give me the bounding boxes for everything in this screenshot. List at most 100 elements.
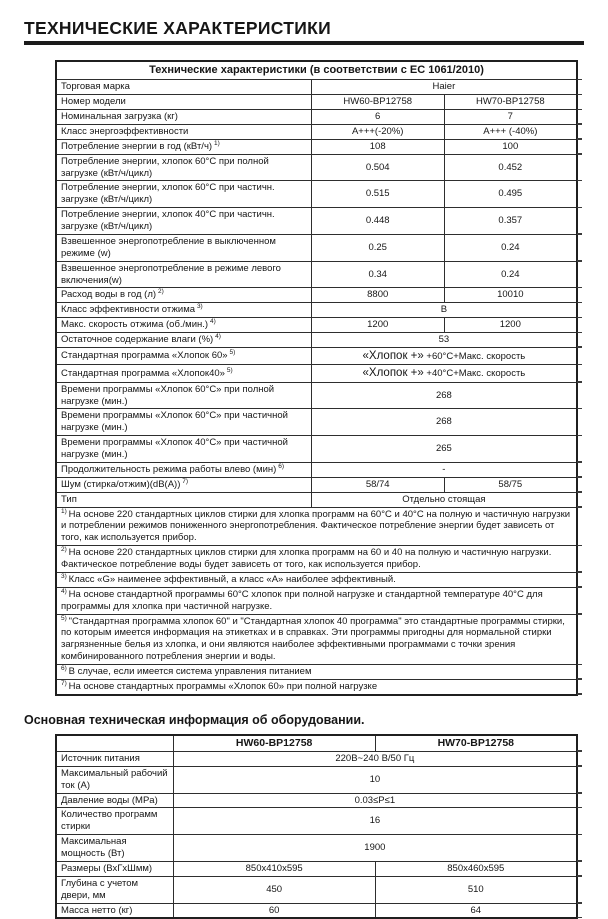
info-row: Максимальный рабочий ток (A) 10 — [55, 765, 583, 794]
info-table-body: Источник питания 220В~240 В/50 Гц Максимал… — [55, 750, 583, 919]
footnote-text: 7) На основе стандартных программы «Хлоп… — [55, 678, 582, 696]
spec-value: 0.504 — [310, 153, 445, 182]
spec-row-label: Времени программы «Хлопок 40°C» при част… — [55, 435, 312, 463]
footnote-marker: 3) — [196, 303, 203, 311]
footnote-text: 4) На основе стандартной программы 60°C … — [55, 586, 582, 615]
spec-value: 58/75 — [443, 476, 583, 493]
spec-row-label: Времени программы «Хлопок 60°C» при част… — [55, 408, 312, 437]
footnote-text: 3) Класс «G» наименее эффективный, а кла… — [55, 571, 582, 589]
info-value: 510 — [374, 875, 583, 904]
info-value: 450 — [172, 875, 376, 904]
spec-value: 100 — [443, 138, 583, 155]
footnote-marker: 5) — [229, 348, 236, 356]
spec-value: «Хлопок +» +60°C+Макс. скорость — [310, 346, 583, 367]
footnote-row: 1) На основе 220 стандартных циклов стир… — [55, 506, 582, 547]
info-row: Максимальная мощность (Вт) 1900 — [55, 834, 583, 863]
info-row: Давление воды (MPa) 0.03≤P≤1 — [55, 792, 583, 809]
footnote-row: 4) На основе стандартной программы 60°C … — [55, 586, 582, 615]
info-row-label: Максимальная мощность (Вт) — [55, 834, 174, 862]
info-row-label: Масса нетто (кг) — [55, 902, 174, 919]
spec-row-label: Торговая марка — [55, 79, 312, 96]
spec-header-row: Технические характеристики (в соответств… — [55, 59, 582, 81]
spec-row-label: Стандартная программа «Хлопок40» 5) — [55, 364, 312, 383]
info-value: 16 — [172, 807, 583, 836]
footnote-text: 2) На основе 220 стандартных циклов стир… — [55, 545, 582, 574]
spec-table-body: Торговая марка Haier Номер модели HW60-BP12… — [55, 79, 583, 696]
spec-row: Потребление энергии, хлопок 40°C при час… — [55, 207, 583, 236]
info-table-wrap: HW60-BP12758 HW70-BP12758 Источник питан… — [24, 733, 584, 919]
spec-row: Торговая марка Haier — [55, 79, 583, 96]
spec-row: Остаточное содержание влаги (%) 4) 53 — [55, 332, 583, 349]
footnote-marker: 1) — [213, 139, 220, 147]
spec-row-label: Потребление энергии, хлопок 60°C при пол… — [55, 153, 312, 182]
spec-value: 8800 — [310, 287, 445, 304]
spec-value: 0.25 — [310, 233, 445, 262]
info-value: 1900 — [172, 834, 583, 863]
spec-row-label: Расход воды в год (л) 2) — [55, 287, 312, 304]
footnote-row: 5) "Стандартная программа хлопок 60" и "… — [55, 613, 582, 665]
spec-row: Класс эффективности отжима 3) В — [55, 302, 583, 319]
spec-row-label: Потребление энергии, хлопок 40°C при час… — [55, 207, 312, 235]
spec-row-label: Продолжительность режима работы влево (м… — [55, 461, 312, 478]
info-corner-cell — [55, 734, 174, 752]
footnote-marker: 6) — [61, 664, 67, 672]
spec-row: Взвешенное энергопотребление в выключенн… — [55, 233, 583, 262]
footnote-marker: 2) — [61, 545, 67, 553]
spec-value: 268 — [310, 408, 583, 437]
footnote-marker: 4) — [61, 587, 67, 595]
footnote-marker: 4) — [209, 317, 216, 325]
spec-value: 0.515 — [310, 180, 445, 209]
spec-value: 0.34 — [310, 260, 445, 289]
spec-value: 1200 — [310, 317, 445, 333]
spec-value: 0.24 — [443, 233, 583, 262]
info-row-label: Глубина с учетом двери, мм — [55, 875, 174, 904]
program-name: «Хлопок +» — [362, 349, 424, 362]
spec-row-label: Номер модели — [55, 94, 312, 110]
footnote-row: 2) На основе 220 стандартных циклов стир… — [55, 545, 582, 574]
footnote-text: 6) В случае, если имеется система управл… — [55, 664, 582, 681]
info-header-row: HW60-BP12758 HW70-BP12758 — [55, 734, 583, 752]
page-title: ТЕХНИЧЕСКИЕ ХАРАКТЕРИСТИКИ — [24, 18, 331, 38]
spec-value: HW60-BP12758 — [310, 94, 445, 110]
spec-value: - — [310, 461, 583, 479]
spec-row-label: Макс. скорость отжима (об./мин.) 4) — [55, 317, 312, 333]
spec-row: Продолжительность режима работы влево (м… — [55, 461, 583, 479]
spec-row: Номинальная загрузка (кг) 6 7 — [55, 109, 583, 126]
info-col-header-hw60: HW60-BP12758 — [172, 734, 376, 752]
spec-value: «Хлопок +» +40°C+Макс. скорость — [310, 364, 583, 384]
footnote-text: 1) На основе 220 стандартных циклов стир… — [55, 506, 582, 547]
spec-row-label: Тип — [55, 491, 312, 508]
spec-value: HW70-BP12758 — [443, 94, 583, 111]
spec-row: Потребление энергии, хлопок 60°C при пол… — [55, 153, 583, 182]
spec-value: 7 — [443, 109, 583, 126]
spec-row-label: Взвешенное энергопотребление в выключенн… — [55, 233, 312, 262]
spec-row-label: Номинальная загрузка (кг) — [55, 109, 312, 125]
spec-row: Времени программы «Хлопок 40°C» при част… — [55, 435, 583, 464]
spec-value: 0.24 — [443, 260, 583, 289]
footnote-marker: 1) — [61, 507, 67, 515]
footnote-row: 3) Класс «G» наименее эффективный, а кла… — [55, 571, 582, 589]
footnote-marker: 5) — [226, 366, 233, 374]
spec-value: 6 — [310, 109, 445, 125]
spec-table: Технические характеристики (в соответств… — [55, 59, 583, 696]
info-row-label: Максимальный рабочий ток (A) — [55, 765, 174, 794]
spec-row: Шум (стирка/отжим)(dB(A)) 7) 58/74 58/75 — [55, 476, 583, 493]
info-value: 220В~240 В/50 Гц — [172, 750, 583, 768]
spec-value: 0.495 — [443, 180, 583, 209]
spec-row-label: Взвешенное энергопотребление в режиме ле… — [55, 260, 312, 289]
spec-row: Класс энергоэффективности A+++(-20%) A+++ … — [55, 123, 583, 141]
info-row: Масса нетто (кг) 60 64 — [55, 902, 583, 919]
info-table: HW60-BP12758 HW70-BP12758 Источник питан… — [55, 733, 583, 919]
spec-row-label: Шум (стирка/отжим)(dB(A)) 7) — [55, 476, 312, 493]
info-row: Глубина с учетом двери, мм 450 510 — [55, 875, 583, 904]
footnote-marker: 7) — [61, 679, 67, 687]
info-row: Количество программ стирки 16 — [55, 807, 583, 836]
footnote-marker: 2) — [157, 288, 164, 296]
spec-value: 0.357 — [443, 207, 583, 236]
spec-value: 10010 — [443, 287, 583, 304]
spec-row-label: Времени программы «Хлопок 60°C» при полн… — [55, 381, 312, 410]
spec-row-label: Потребление энергии в год (кВт/ч) 1) — [55, 138, 312, 155]
spec-value: 265 — [310, 435, 583, 464]
info-value: 0.03≤P≤1 — [172, 792, 583, 809]
